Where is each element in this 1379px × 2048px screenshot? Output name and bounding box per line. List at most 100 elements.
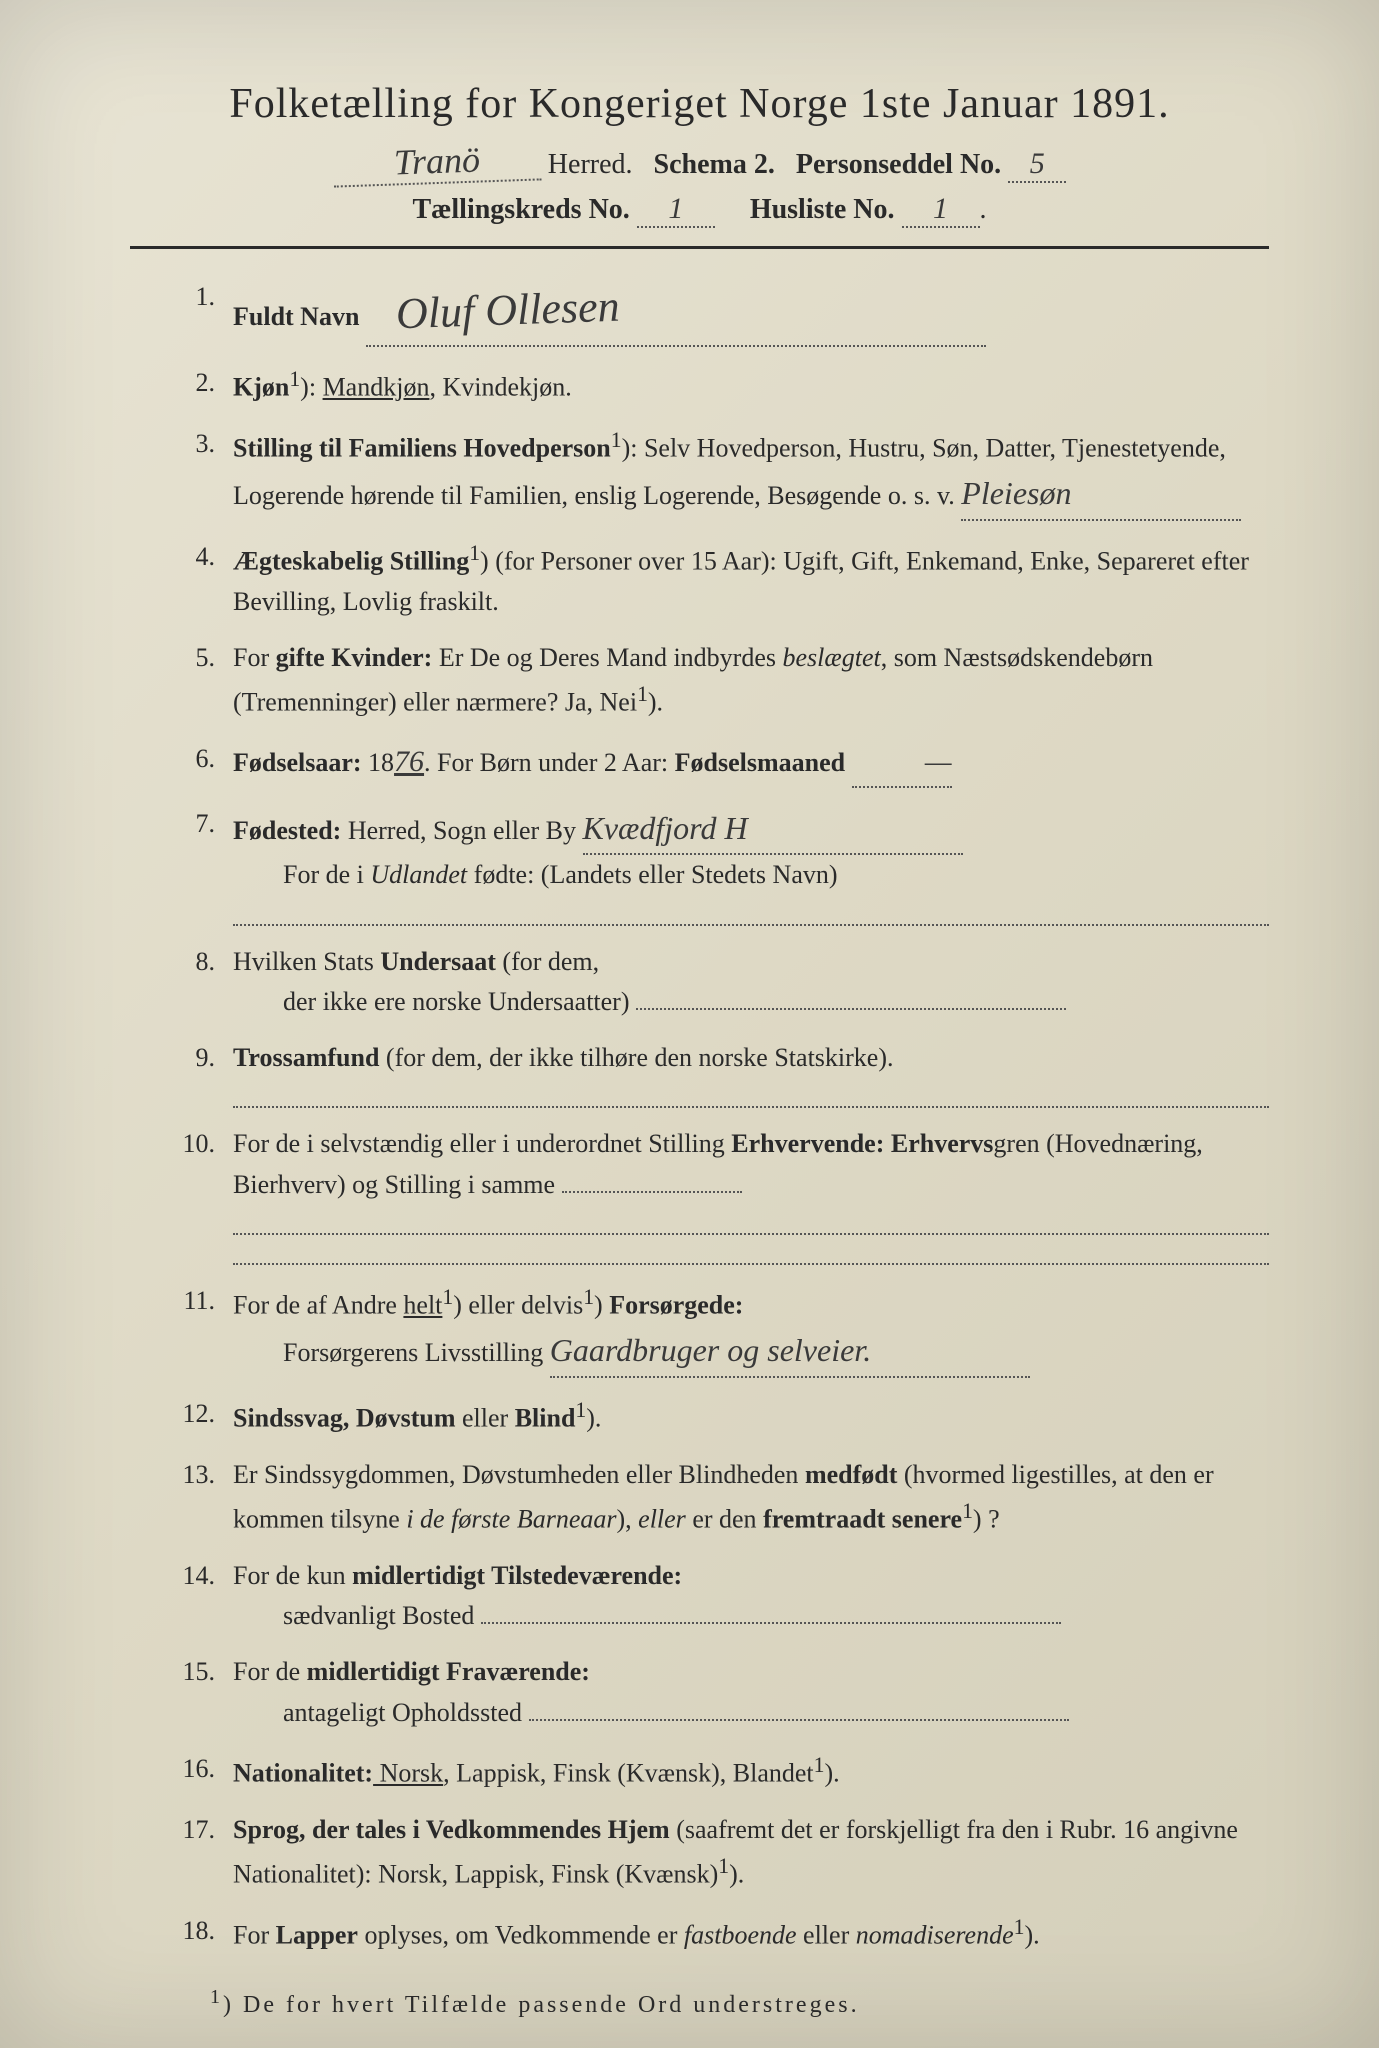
taellingskreds-label: Tællingskreds No. [412, 194, 629, 225]
text3: eller [797, 1921, 856, 1950]
text1: For [233, 1921, 276, 1950]
opt1: Norsk [373, 1759, 443, 1788]
entry-content: For de kun midlertidigt Tilstedeværende:… [233, 1556, 1269, 1637]
line2: For de i Udlandet fødte: (Landets eller … [233, 855, 1269, 895]
footnote-sup: 1 [210, 1986, 223, 2008]
blank-line [233, 1086, 1269, 1108]
entry-num: 16. [160, 1749, 233, 1794]
label2: fremtraadt senere [763, 1505, 962, 1534]
entry-label: midlertidigt Fraværende: [307, 1657, 590, 1686]
entry-2: 2. Kjøn1): Mandkjøn, Kvindekjøn. [160, 363, 1269, 408]
line2: sædvanligt Bosted [233, 1596, 1269, 1636]
text1: Hvilken Stats [233, 947, 380, 976]
entry-content: For de midlertidigt Fraværende: antageli… [233, 1652, 1269, 1733]
text2: ). [586, 1403, 601, 1432]
entry-text: Herred, Sogn eller By [341, 816, 582, 845]
entry-label: medfødt [805, 1460, 897, 1489]
entry-content: Fødested: Herred, Sogn eller By Kvædfjor… [233, 804, 1269, 926]
text2: . For Børn under 2 Aar: [424, 748, 675, 777]
sep: , [429, 373, 442, 402]
sup: 1 [611, 428, 622, 452]
line2: Forsørgerens Livsstilling Gaardbruger og… [233, 1326, 1269, 1378]
italic2: eller [638, 1505, 686, 1534]
entry-num: 18. [160, 1911, 233, 1956]
sup: 1 [637, 682, 648, 706]
entry-text: eller [456, 1403, 515, 1432]
entry-label: Stilling til Familiens Hovedperson [233, 434, 611, 463]
italic: beslægtet [783, 643, 881, 672]
line2: der ikke ere norske Undersaatter) [233, 982, 1269, 1022]
entry-14: 14. For de kun midlertidigt Tilstedevære… [160, 1556, 1269, 1637]
text4: ). [1024, 1921, 1039, 1950]
entry-12: 12. Sindssvag, Døvstum eller Blind1). [160, 1394, 1269, 1439]
entry-label: Sprog, der tales i Vedkommendes Hjem [233, 1815, 670, 1844]
entry-num: 14. [160, 1556, 233, 1637]
stilling-value: Pleiesøn [961, 469, 1241, 521]
entry-text: (for dem, der ikke tilhøre den norske St… [379, 1043, 893, 1072]
entry-1: 1. Fuldt Navn Oluf Ollesen [160, 277, 1269, 347]
entry-num: 1. [160, 277, 233, 347]
herred-label: Herred. [548, 149, 633, 180]
form-title: Folketælling for Kongeriget Norge 1ste J… [130, 80, 1269, 128]
text1: For de [233, 1657, 307, 1686]
line2-text: antageligt Opholdssted [283, 1698, 522, 1727]
entry-num: 11. [160, 1281, 233, 1378]
entry-label: Undersaat [380, 947, 496, 976]
line2: antageligt Opholdssted [233, 1693, 1269, 1733]
forsorger-value: Gaardbruger og selveier. [550, 1326, 1030, 1378]
entry-label: gifte Kvinder: [276, 643, 433, 672]
entry-label: Lapper [276, 1921, 358, 1950]
line2-text: sædvanligt Bosted [283, 1601, 474, 1630]
entry-label: Fødselsaar: [233, 748, 362, 777]
line2-text: der ikke ere norske Undersaatter) [283, 987, 630, 1016]
opt-kvindekjon: Kvindekjøn. [442, 373, 571, 402]
entry-4: 4. Ægteskabelig Stilling1) (for Personer… [160, 537, 1269, 622]
fodested-value: Kvædfjord H [583, 804, 963, 856]
entry-10: 10. For de i selvstændig eller i underor… [160, 1124, 1269, 1265]
text5: ) ? [973, 1505, 1000, 1534]
herred-value: Tranö [332, 136, 541, 187]
opt-mandkjon: Mandkjøn [323, 373, 430, 402]
entry-num: 17. [160, 1810, 233, 1895]
entry-8: 8. Hvilken Stats Undersaat (for dem, der… [160, 942, 1269, 1023]
sup: 1 [289, 367, 300, 391]
text2: ). [824, 1759, 839, 1788]
blank-line [233, 904, 1269, 926]
entry-label: Sindssvag, Døvstum [233, 1403, 456, 1432]
entry-num: 12. [160, 1394, 233, 1439]
entry-content: Sprog, der tales i Vedkommendes Hjem (sa… [233, 1810, 1269, 1895]
form-subheader-2: Tællingskreds No. 1 Husliste No. 1. [130, 192, 1269, 228]
entry-num: 15. [160, 1652, 233, 1733]
entry-label: Fødested: [233, 816, 341, 845]
personseddel-label: Personseddel No. [796, 149, 1001, 180]
entry-label: Ægteskabelig Stilling [233, 546, 469, 575]
line2a: For de i [283, 860, 370, 889]
footnote-text: ) De for hvert Tilfælde passende Ord und… [223, 1992, 860, 2018]
line2-italic: Udlandet [370, 860, 467, 889]
text3: ) [594, 1291, 609, 1320]
entry-18: 18. For Lapper oplyses, om Vedkommende e… [160, 1911, 1269, 1956]
blank-line2 [233, 1243, 1269, 1265]
sup: 1 [814, 1753, 825, 1777]
sup: 1 [1014, 1915, 1025, 1939]
entry-num: 3. [160, 424, 233, 521]
entry-text3: ). [648, 688, 663, 717]
entry-label: Trossamfund [233, 1043, 379, 1072]
entry-content: Nationalitet: Norsk, Lappisk, Finsk (Kvæ… [233, 1749, 1269, 1794]
entry-label: Nationalitet: [233, 1759, 373, 1788]
sup: 1 [718, 1854, 729, 1878]
name-value: Oluf Ollesen [365, 273, 621, 350]
entry-17: 17. Sprog, der tales i Vedkommendes Hjem… [160, 1810, 1269, 1895]
entry-15: 15. For de midlertidigt Fraværende: anta… [160, 1652, 1269, 1733]
entry-label: Kjøn [233, 373, 289, 402]
entry-content: Fødselsaar: 1876. For Børn under 2 Aar: … [233, 739, 1269, 788]
entry-label: midlertidigt Tilstedeværende: [352, 1561, 682, 1590]
entry-label: Fuldt Navn [233, 302, 359, 331]
u1: helt [403, 1291, 442, 1320]
entry-11: 11. For de af Andre helt1) eller delvis1… [160, 1281, 1269, 1378]
year-value: 76 [394, 745, 424, 778]
entry-9: 9. Trossamfund (for dem, der ikke tilhør… [160, 1038, 1269, 1108]
husliste-label: Husliste No. [750, 194, 895, 225]
blank-line1 [233, 1213, 1269, 1235]
entry-content: For Lapper oplyses, om Vedkommende er fa… [233, 1911, 1269, 1956]
